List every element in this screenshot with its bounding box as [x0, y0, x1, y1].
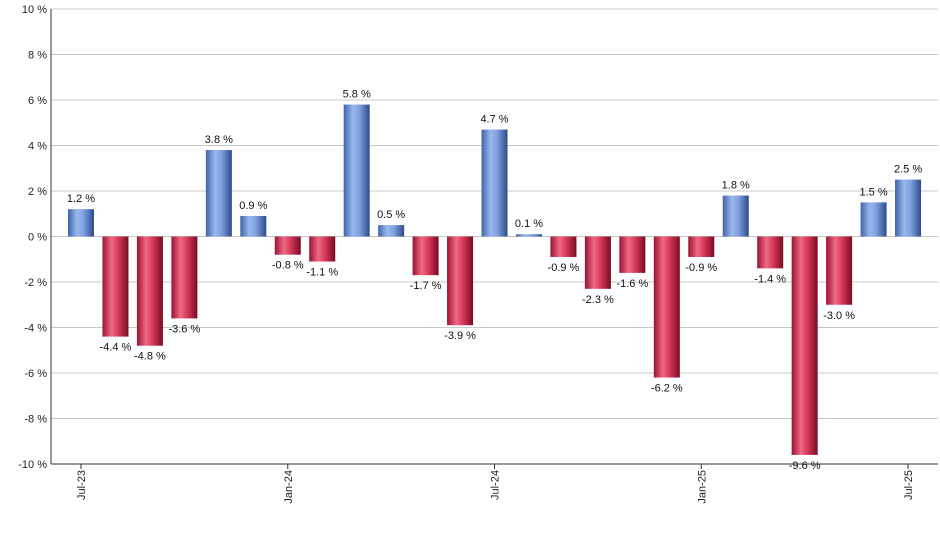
- data-label: -0.8 %: [272, 260, 304, 272]
- data-label: 3.8 %: [205, 134, 233, 146]
- bar-positive: [68, 209, 94, 237]
- data-label: -9.6 %: [789, 460, 821, 472]
- bar-negative: [171, 236, 198, 319]
- y-tick-label: -4 %: [24, 323, 47, 335]
- bar-positive: [515, 234, 542, 237]
- x-tick-label: Jan-24: [283, 470, 295, 504]
- y-tick-label: -10 %: [18, 459, 47, 471]
- x-axis-tick-labels: Jul-23 Jan-24 Jul-24 Jan-25 Jul-25: [76, 464, 915, 504]
- data-label: 2.5 %: [894, 164, 922, 176]
- data-label: 1.2 %: [67, 193, 95, 205]
- bar-negative: [826, 236, 853, 305]
- data-label: -2.3 %: [582, 294, 614, 306]
- data-label: -0.9 %: [685, 262, 717, 274]
- bar-positive: [860, 202, 887, 237]
- bar-positive: [205, 150, 232, 237]
- bar-negative: [412, 236, 439, 276]
- y-axis-tick-labels: 10 % 8 % 6 % 4 % 2 % 0 % -2 % -4 % -6 % -8 % -10 %: [18, 4, 47, 471]
- bar-positive: [481, 129, 508, 237]
- x-tick-label: Jan-25: [696, 470, 708, 504]
- data-label: -3.6 %: [168, 323, 200, 335]
- data-label: -3.9 %: [444, 330, 476, 342]
- data-label: 0.9 %: [239, 200, 267, 212]
- y-tick-label: 8 %: [28, 50, 47, 62]
- data-label: 4.7 %: [480, 114, 508, 126]
- data-label: -6.2 %: [651, 383, 683, 395]
- data-label: -1.4 %: [754, 273, 786, 285]
- bar-negative: [653, 236, 680, 378]
- bar-positive: [343, 104, 370, 237]
- bar-negative: [757, 236, 784, 269]
- bar-negative: [136, 236, 163, 346]
- data-labels: 1.2 %-4.4 %-4.8 %-3.6 %3.8 %0.9 %-0.8 %-…: [67, 89, 922, 472]
- data-label: -1.6 %: [616, 278, 648, 290]
- data-label: 0.1 %: [515, 218, 543, 230]
- bars: [68, 104, 922, 455]
- bar-positive: [240, 216, 267, 237]
- data-label: -4.4 %: [100, 342, 132, 354]
- bar-positive: [378, 225, 405, 237]
- bar-positive: [895, 179, 922, 237]
- bar-negative: [688, 236, 715, 257]
- bar-negative: [274, 236, 301, 255]
- x-tick-label: Jul-24: [490, 470, 502, 500]
- bar-negative: [102, 236, 129, 337]
- bar-negative: [791, 236, 818, 455]
- data-label: -1.1 %: [306, 267, 338, 279]
- y-tick-label: -8 %: [24, 414, 47, 426]
- bar-negative: [447, 236, 474, 326]
- data-label: 1.8 %: [722, 180, 750, 192]
- y-tick-label: -2 %: [24, 277, 47, 289]
- y-tick-label: 2 %: [28, 186, 47, 198]
- y-tick-label: 0 %: [28, 232, 47, 244]
- bar-negative: [309, 236, 336, 262]
- bar-negative: [584, 236, 611, 289]
- bar-negative: [550, 236, 577, 257]
- data-label: 0.5 %: [377, 209, 405, 221]
- data-label: -0.9 %: [548, 262, 580, 274]
- data-label: -3.0 %: [823, 310, 855, 322]
- data-label: 5.8 %: [343, 89, 371, 101]
- y-tick-label: -6 %: [24, 368, 47, 380]
- x-tick-label: Jul-23: [76, 470, 88, 500]
- y-tick-label: 6 %: [28, 95, 47, 107]
- data-label: -4.8 %: [134, 351, 166, 363]
- x-tick-label: Jul-25: [903, 470, 915, 500]
- bar-positive: [722, 195, 749, 237]
- data-label: -1.7 %: [410, 280, 442, 292]
- bar-negative: [619, 236, 646, 273]
- y-tick-label: 4 %: [28, 141, 47, 153]
- data-label: 1.5 %: [860, 186, 888, 198]
- y-tick-label: 10 %: [22, 4, 47, 16]
